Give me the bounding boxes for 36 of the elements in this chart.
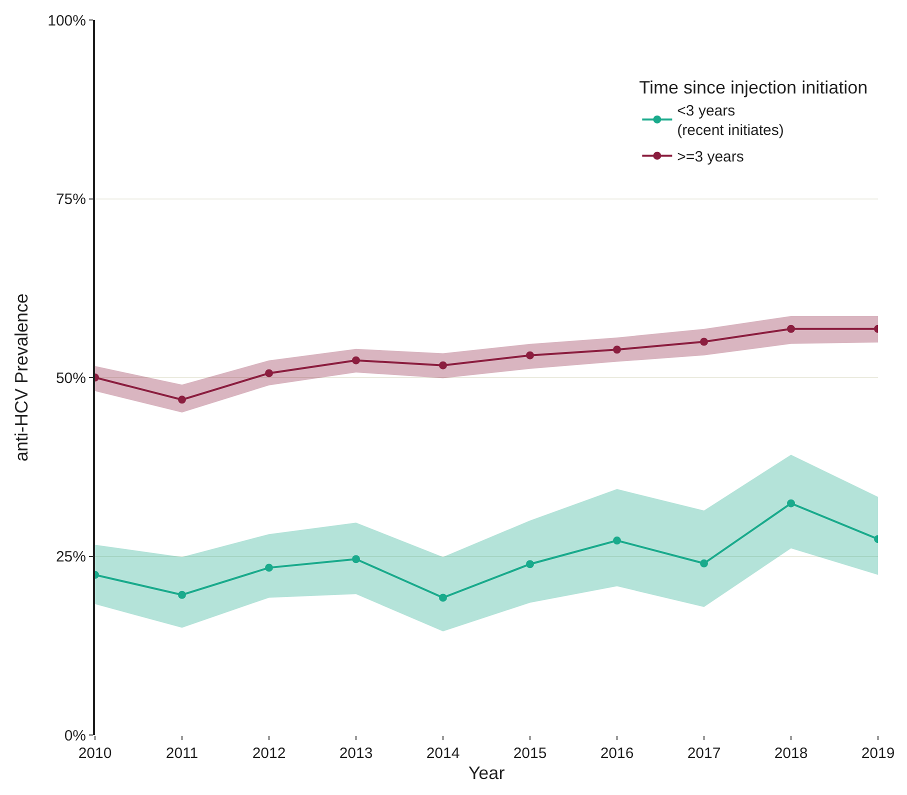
point: [178, 396, 186, 404]
x-axis-title: Year: [468, 763, 505, 784]
x-tick-label: 2018: [774, 745, 808, 762]
y-axis-title: anti-HCV Prevalence: [11, 293, 32, 462]
point: [787, 324, 795, 333]
point: [352, 555, 360, 564]
legend-label: >=3 years: [677, 148, 744, 166]
legend-label: <3 years (recent initiates): [677, 102, 784, 140]
point: [787, 499, 795, 508]
point: [613, 346, 621, 354]
point: [352, 356, 360, 364]
x-tick-label: 2011: [166, 745, 198, 762]
x-tick-label: 2017: [687, 745, 721, 762]
x-tick-label: 2010: [78, 745, 112, 762]
point: [439, 594, 447, 602]
point: [526, 351, 534, 360]
x-tick-label: 2013: [339, 745, 373, 762]
point: [178, 590, 186, 599]
x-tick-label: 2014: [426, 745, 460, 762]
legend-title: Time since injection initiation: [639, 77, 868, 98]
y-tick-label: 75%: [56, 191, 86, 208]
point: [439, 361, 447, 370]
point: [613, 536, 621, 545]
y-tick-label: 50%: [56, 370, 86, 387]
point: [265, 564, 273, 572]
x-tick-label: 2012: [252, 745, 286, 762]
y-tick-label: 100%: [48, 12, 86, 30]
point: [700, 559, 708, 568]
y-tick-label: 0%: [64, 727, 86, 744]
point: [526, 560, 534, 568]
point: [700, 338, 708, 346]
x-tick-label: 2015: [513, 745, 547, 762]
y-tick-label: 25%: [56, 548, 86, 566]
x-tick-label: 2019: [861, 745, 895, 762]
point: [265, 369, 273, 378]
x-tick-label: 2016: [600, 745, 634, 762]
